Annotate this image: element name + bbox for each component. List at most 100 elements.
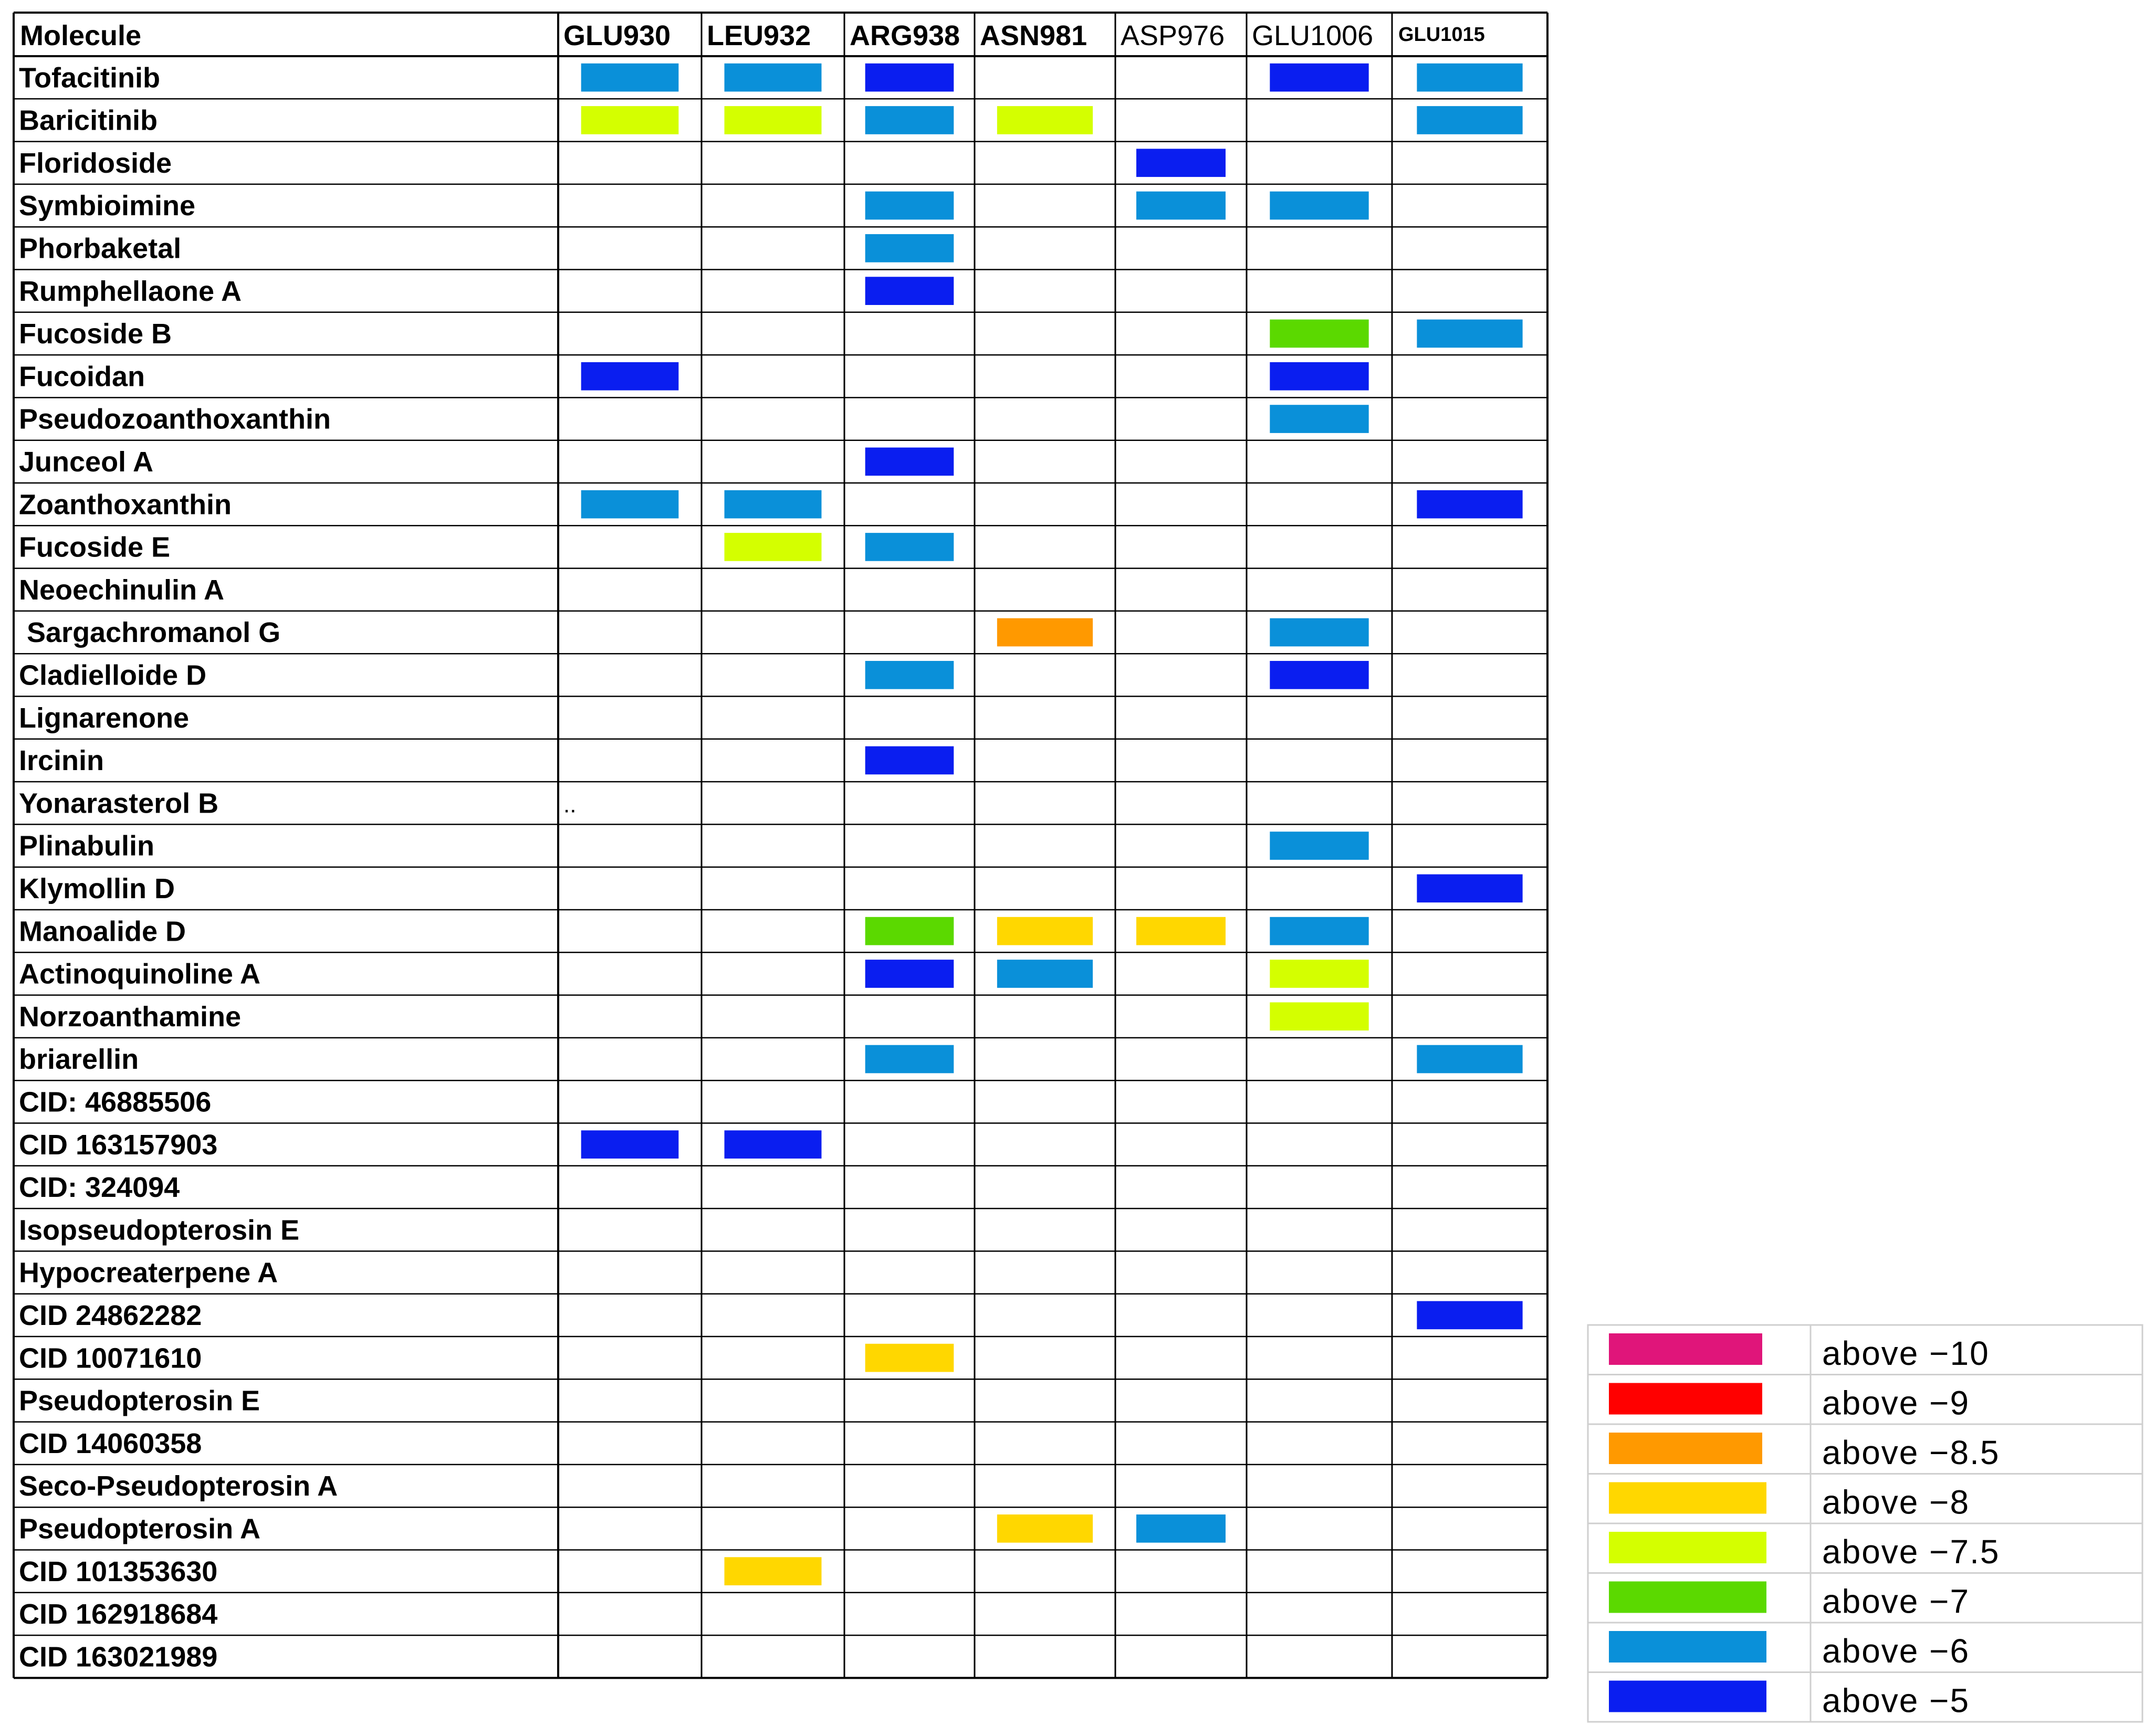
bar-manoalide-d-arg938 [865, 917, 954, 945]
bar-manoalide-d-asp976 [1136, 917, 1226, 945]
bar-briarellin-glu1015 [1417, 1045, 1523, 1074]
row-label-ircinin: Ircinin [19, 745, 104, 776]
column-header-leu932: LEU932 [707, 20, 811, 51]
legend-label-above-5: above −5 [1822, 1682, 1970, 1720]
row-label-phorbaketal: Phorbaketal [19, 233, 181, 265]
column-header-glu1006: GLU1006 [1252, 20, 1373, 51]
bar-klymollin-d-glu1015 [1417, 874, 1523, 903]
row-label-cid-101353630: CID 101353630 [19, 1556, 217, 1587]
bar-tofacitinib-leu932 [724, 63, 822, 92]
bar-cid-163157903-leu932 [724, 1130, 822, 1159]
legend-swatch-above-6 [1609, 1631, 1766, 1663]
row-label-rumphellaone-a: Rumphellaone A [19, 276, 242, 307]
row-label-zoanthoxanthin: Zoanthoxanthin [19, 489, 232, 520]
bar-ircinin-arg938 [865, 746, 954, 775]
bar-actinoquinoline-a-asn981 [997, 960, 1093, 988]
bar-symbioimine-arg938 [865, 191, 954, 220]
row-label-cladielloide-d: Cladielloide D [19, 660, 206, 691]
row-label-sargachromanol-g: Sargachromanol G [19, 617, 280, 648]
bar-cladielloide-d-glu1006 [1270, 661, 1369, 689]
bar-floridoside-asp976 [1136, 149, 1226, 177]
bar-briarellin-arg938 [865, 1045, 954, 1074]
bar-tofacitinib-glu1015 [1417, 63, 1523, 92]
legend-swatch-above-7 [1609, 1581, 1766, 1613]
bar-baricitinib-arg938 [865, 106, 954, 134]
bar-baricitinib-glu930 [581, 106, 679, 134]
bar-junceol-a-arg938 [865, 447, 954, 476]
row-label-cid-163157903: CID 163157903 [19, 1129, 217, 1161]
legend-label-above-8-5: above −8.5 [1822, 1434, 2000, 1471]
column-header-arg938: ARG938 [850, 20, 960, 51]
row-label-cid-46885506: CID: 46885506 [19, 1087, 211, 1118]
row-label-pseudozoanthoxanthin: Pseudozoanthoxanthin [19, 404, 331, 435]
bar-cid-101353630-leu932 [724, 1557, 822, 1585]
bar-manoalide-d-glu1006 [1270, 917, 1369, 945]
row-label-fucoside-e: Fucoside E [19, 532, 170, 563]
row-label-actinoquinoline-a: Actinoquinoline A [19, 959, 260, 990]
row-label-pseudopterosin-a: Pseudopterosin A [19, 1513, 260, 1545]
bar-cladielloide-d-arg938 [865, 661, 954, 689]
bar-symbioimine-glu1006 [1270, 191, 1369, 220]
row-label-plinabulin: Plinabulin [19, 830, 154, 862]
legend-swatch-above-9 [1609, 1383, 1762, 1415]
bar-cid-10071610-arg938 [865, 1343, 954, 1372]
row-label-baricitinib: Baricitinib [19, 105, 158, 136]
row-label-klymollin-d: Klymollin D [19, 873, 175, 904]
column-header-glu930: GLU930 [563, 20, 671, 51]
row-label-fucoidan: Fucoidan [19, 361, 145, 392]
column-header-asp976: ASP976 [1121, 20, 1225, 51]
bar-plinabulin-glu1006 [1270, 832, 1369, 860]
bar-fucoidan-glu1006 [1270, 362, 1369, 391]
bar-manoalide-d-asn981 [997, 917, 1093, 945]
legend-swatch-above-10 [1609, 1333, 1762, 1365]
bar-sargachromanol-g-asn981 [997, 618, 1093, 647]
row-label-yonarasterol-b: Yonarasterol B [19, 787, 218, 819]
bar-tofacitinib-glu930 [581, 63, 679, 92]
bar-actinoquinoline-a-glu1006 [1270, 960, 1369, 988]
bar-sargachromanol-g-glu1006 [1270, 618, 1369, 647]
bar-zoanthoxanthin-glu930 [581, 490, 679, 519]
row-label-seco-pseudopterosin-a: Seco-Pseudopterosin A [19, 1470, 338, 1502]
row-label-cid-162918684: CID 162918684 [19, 1598, 217, 1630]
row-label-cid-14060358: CID 14060358 [19, 1428, 202, 1459]
bar-phorbaketal-arg938 [865, 234, 954, 262]
bar-actinoquinoline-a-arg938 [865, 960, 954, 988]
legend-label-above-10: above −10 [1822, 1334, 1990, 1372]
legend-label-above-6: above −6 [1822, 1632, 1970, 1670]
row-label-neoechinulin-a: Neoechinulin A [19, 574, 224, 606]
column-header-glu1015: GLU1015 [1398, 24, 1485, 46]
bar-pseudozoanthoxanthin-glu1006 [1270, 405, 1369, 433]
bar-fucoside-e-leu932 [724, 533, 822, 561]
bar-rumphellaone-a-arg938 [865, 277, 954, 305]
row-label-briarellin: briarellin [19, 1044, 139, 1075]
header-molecule: Molecule [20, 20, 141, 51]
bar-zoanthoxanthin-leu932 [724, 490, 822, 519]
row-label-cid-324094: CID: 324094 [19, 1172, 180, 1203]
legend-label-above-9: above −9 [1822, 1384, 1970, 1422]
bar-baricitinib-leu932 [724, 106, 822, 134]
column-header-asn981: ASN981 [980, 20, 1087, 51]
bar-pseudopterosin-a-asp976 [1136, 1514, 1226, 1543]
cell-note: .. [563, 792, 576, 818]
legend-label-above-7: above −7 [1822, 1583, 1970, 1621]
row-label-norzoanthamine: Norzoanthamine [19, 1001, 241, 1033]
legend-swatch-above-8 [1609, 1482, 1766, 1514]
bar-tofacitinib-arg938 [865, 63, 954, 92]
legend-swatch-above-5 [1609, 1680, 1766, 1712]
bar-symbioimine-asp976 [1136, 191, 1226, 220]
bar-baricitinib-asn981 [997, 106, 1093, 134]
bar-cid-163157903-glu930 [581, 1130, 679, 1159]
row-label-cid-24862282: CID 24862282 [19, 1300, 202, 1331]
row-label-floridoside: Floridoside [19, 148, 172, 179]
legend-label-above-8: above −8 [1822, 1484, 1970, 1521]
row-label-cid-163021989: CID 163021989 [19, 1641, 217, 1672]
bar-fucoside-e-arg938 [865, 533, 954, 561]
row-label-lignarenone: Lignarenone [19, 702, 189, 734]
row-label-symbioimine: Symbioimine [19, 190, 195, 222]
legend-swatch-above-8-5 [1609, 1433, 1762, 1464]
legend-label-above-7-5: above −7.5 [1822, 1533, 2000, 1571]
row-label-pseudopterosin-e: Pseudopterosin E [19, 1385, 260, 1417]
legend-swatch-above-7-5 [1609, 1532, 1766, 1563]
